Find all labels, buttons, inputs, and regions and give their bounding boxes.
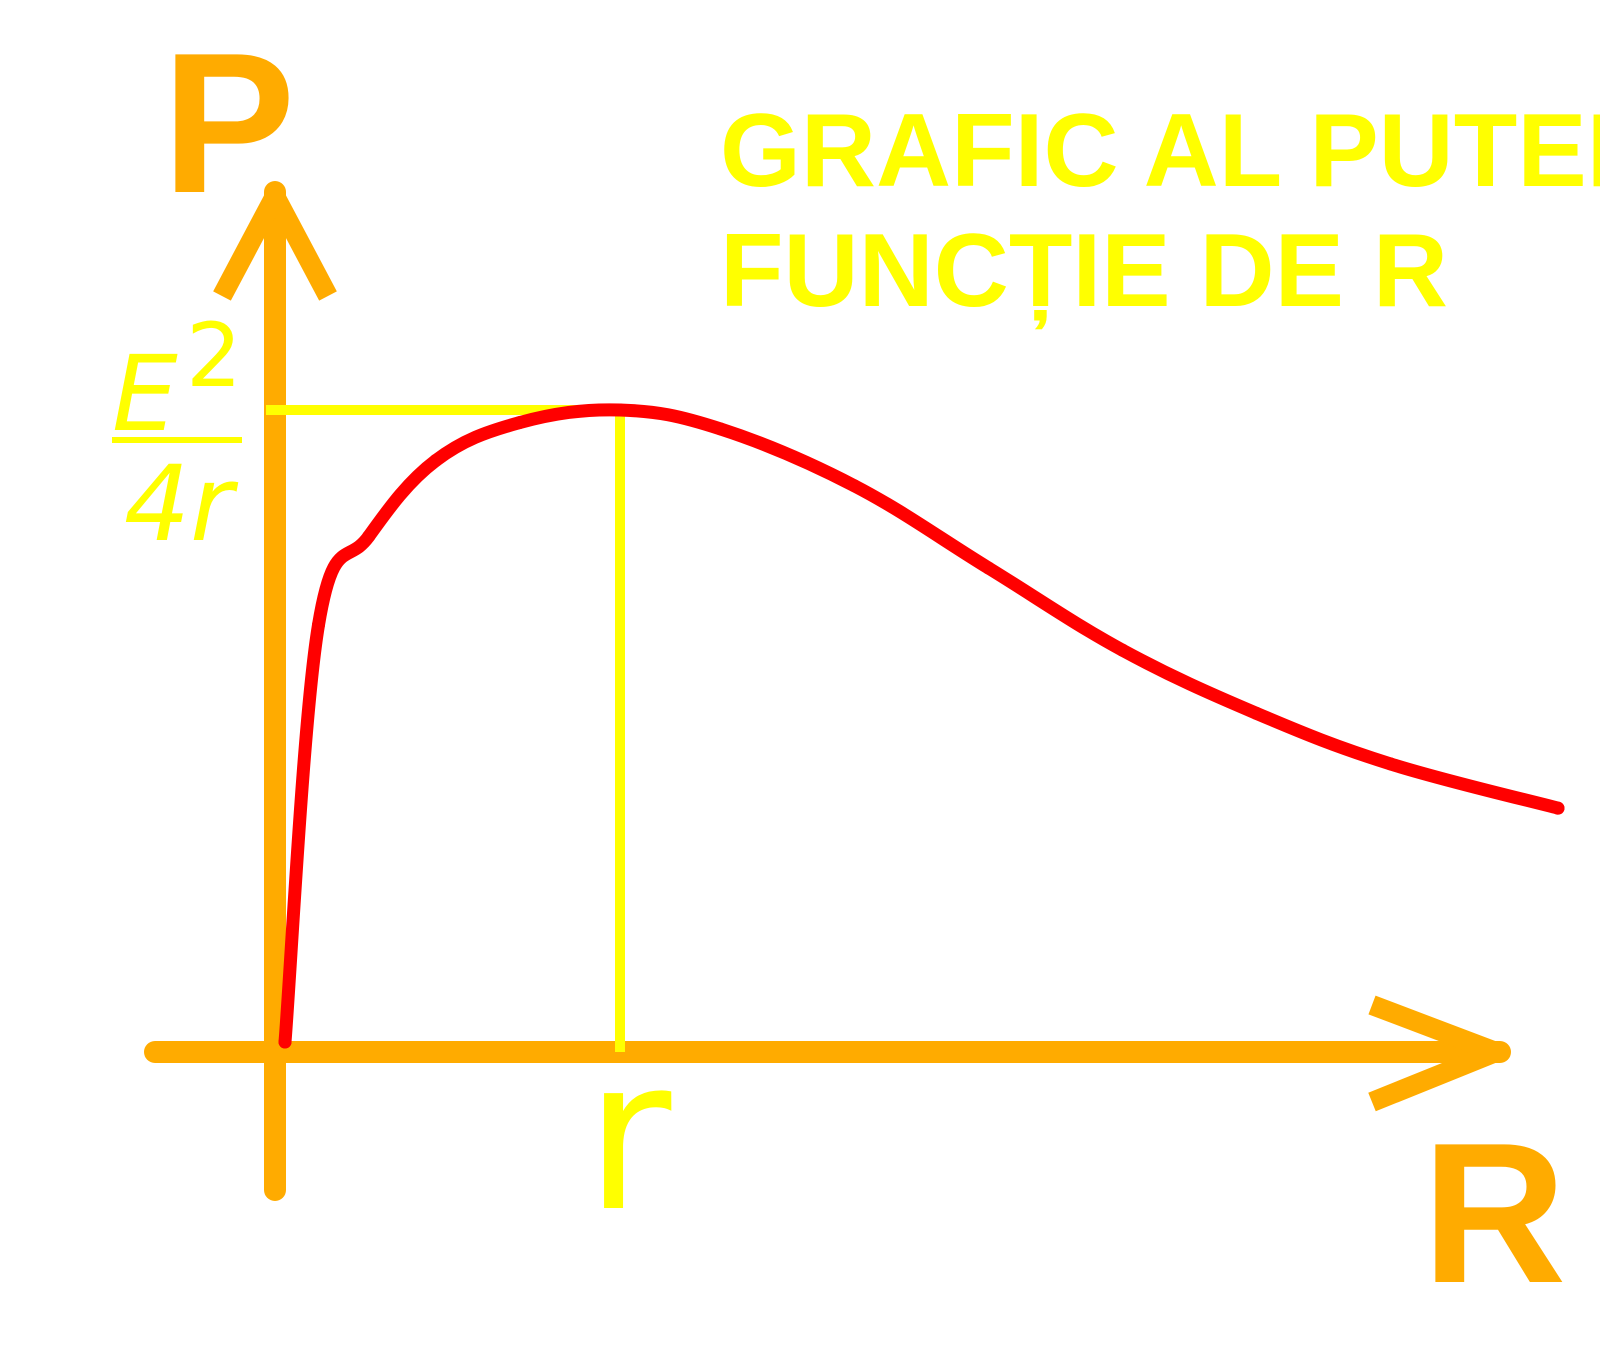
x-axis-arrowhead xyxy=(1368,995,1506,1112)
power-curve-point xyxy=(1116,643,1129,657)
max-guides xyxy=(266,405,625,1052)
y-marker-label: E 2 4r xyxy=(112,304,242,565)
chart-title-line-1: GRAFIC AL PUTERII ÎN xyxy=(720,93,1600,209)
y-axis-label: P xyxy=(162,12,295,235)
y-marker-denominator: 4r xyxy=(124,443,239,565)
power-curve-point xyxy=(1250,706,1263,720)
power-curve-point xyxy=(613,403,627,417)
y-axis-arrowhead xyxy=(213,186,337,301)
chart-title-line-2: FUNCȚIE DE R xyxy=(720,213,1448,329)
power-curve-point xyxy=(429,454,443,468)
power-curve-point xyxy=(278,1035,292,1049)
x-axis-label: R xyxy=(1422,1102,1566,1325)
power-curve-point xyxy=(312,618,325,632)
power-curve-point xyxy=(714,422,727,436)
y-marker-exponent: 2 xyxy=(186,304,242,407)
chart-title: GRAFIC AL PUTERII ÎN FUNCȚIE DE R xyxy=(720,93,1600,329)
power-curve-point xyxy=(982,561,995,575)
power-curve-point xyxy=(1384,757,1397,771)
curve-layer xyxy=(278,403,1565,1049)
power-curve-point xyxy=(513,416,526,430)
power-curve-line xyxy=(278,403,1565,1049)
power-curve-point xyxy=(848,479,861,493)
x-marker-label: r xyxy=(585,1013,672,1258)
power-curve-point xyxy=(362,529,376,543)
axes xyxy=(144,181,1511,1201)
y-marker-numerator: E xyxy=(112,333,178,455)
power-curve-point xyxy=(1551,801,1565,815)
